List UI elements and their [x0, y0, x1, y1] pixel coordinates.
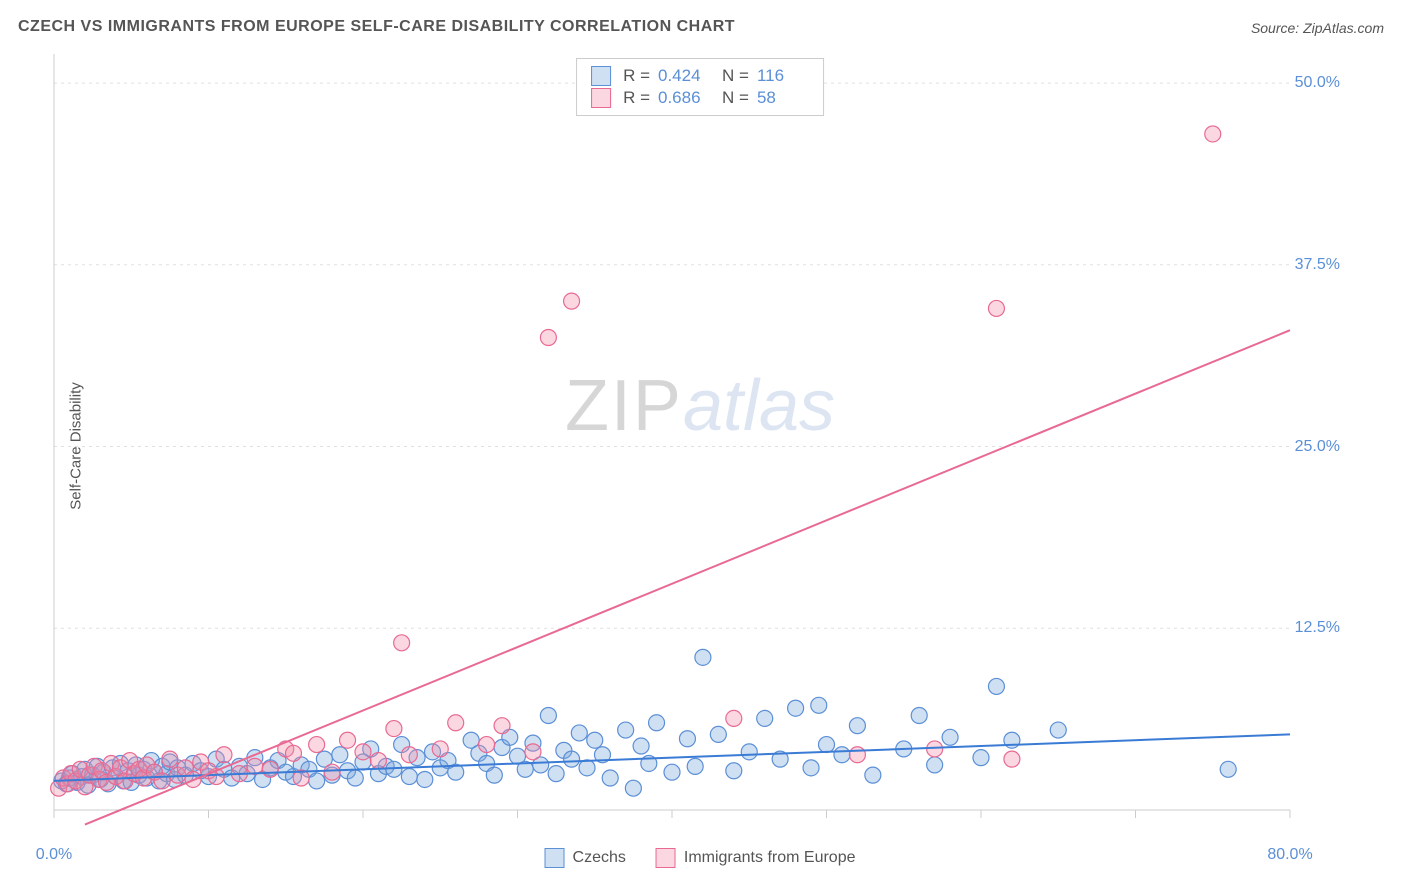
r-label-1: R =: [623, 88, 650, 108]
legend-swatch-0: [545, 848, 565, 868]
x-tick-label: 0.0%: [36, 846, 72, 864]
plot-area: ZIPatlas R = 0.424 N = 116 R = 0.686 N =…: [50, 50, 1350, 840]
source-attribution: Source: ZipAtlas.com: [1251, 20, 1384, 36]
r-value-0: 0.424: [658, 66, 710, 86]
swatch-series-1: [591, 88, 611, 108]
stats-row-series-0: R = 0.424 N = 116: [591, 65, 809, 87]
y-tick-label: 50.0%: [1295, 74, 1340, 92]
y-tick-label: 37.5%: [1295, 256, 1340, 274]
legend-item-0: Czechs: [545, 848, 626, 868]
legend-item-1: Immigrants from Europe: [656, 848, 856, 868]
legend-label-1: Immigrants from Europe: [684, 849, 856, 867]
legend-label-0: Czechs: [573, 849, 626, 867]
bottom-legend: Czechs Immigrants from Europe: [545, 848, 856, 868]
swatch-series-0: [591, 66, 611, 86]
n-value-1: 58: [757, 88, 809, 108]
n-label-0: N =: [722, 66, 749, 86]
legend-swatch-1: [656, 848, 676, 868]
y-tick-label: 25.0%: [1295, 438, 1340, 456]
r-value-1: 0.686: [658, 88, 710, 108]
chart-title: CZECH VS IMMIGRANTS FROM EUROPE SELF-CAR…: [18, 18, 735, 36]
correlation-stats-box: R = 0.424 N = 116 R = 0.686 N = 58: [576, 58, 824, 116]
x-tick-label: 80.0%: [1267, 846, 1312, 864]
n-value-0: 116: [757, 66, 809, 86]
y-tick-label: 12.5%: [1295, 619, 1340, 637]
r-label-0: R =: [623, 66, 650, 86]
n-label-1: N =: [722, 88, 749, 108]
source-label: Source:: [1251, 20, 1299, 36]
stats-row-series-1: R = 0.686 N = 58: [591, 87, 809, 109]
source-value: ZipAtlas.com: [1303, 20, 1384, 36]
scatter-plot-svg: [50, 50, 1350, 840]
